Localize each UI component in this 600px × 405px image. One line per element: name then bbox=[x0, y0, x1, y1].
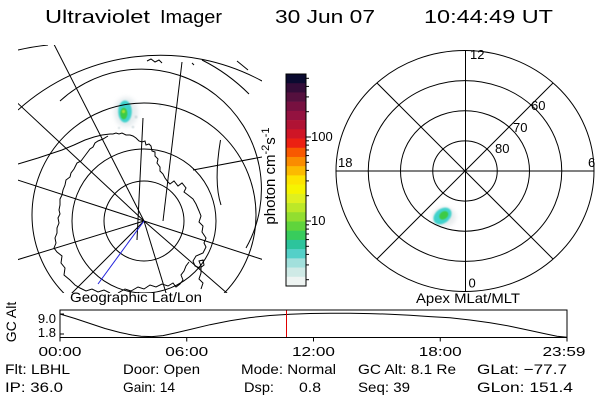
svg-text:10: 10 bbox=[311, 213, 325, 228]
svg-text:0.8: 0.8 bbox=[299, 379, 321, 395]
svg-text:18:00: 18:00 bbox=[419, 344, 462, 359]
svg-text:70: 70 bbox=[513, 120, 527, 135]
svg-text:Door: Open: Door: Open bbox=[123, 361, 200, 377]
svg-text:GC Alt: 8.1 Re: GC Alt: 8.1 Re bbox=[358, 361, 456, 377]
svg-text:GC Alt: GC Alt bbox=[3, 302, 19, 343]
svg-text:Geographic Lat/Lon: Geographic Lat/Lon bbox=[70, 289, 202, 305]
svg-text:Mode: Normal: Mode: Normal bbox=[241, 361, 336, 377]
svg-text:23:59: 23:59 bbox=[543, 344, 586, 359]
svg-text:100: 100 bbox=[311, 129, 333, 144]
svg-text:9.0: 9.0 bbox=[38, 311, 56, 326]
svg-text:IP: 36.0: IP: 36.0 bbox=[5, 379, 63, 395]
svg-text:80: 80 bbox=[495, 141, 509, 156]
svg-text:12:00: 12:00 bbox=[292, 344, 335, 359]
svg-text:06:00: 06:00 bbox=[165, 344, 208, 359]
svg-text:Flt: LBHL: Flt: LBHL bbox=[5, 361, 70, 377]
svg-text:Imager: Imager bbox=[160, 7, 222, 27]
svg-text:Ultraviolet: Ultraviolet bbox=[45, 7, 150, 27]
svg-text:Dsp:: Dsp: bbox=[244, 379, 274, 395]
svg-text:6: 6 bbox=[588, 155, 595, 170]
svg-text:00:00: 00:00 bbox=[39, 344, 82, 359]
svg-text:photon cm-2s-1: photon cm-2s-1 bbox=[260, 127, 279, 224]
svg-text:Gain: 14: Gain: 14 bbox=[123, 379, 175, 395]
svg-text:GLat: −77.7: GLat: −77.7 bbox=[477, 361, 567, 377]
svg-text:30 Jun 07: 30 Jun 07 bbox=[275, 7, 375, 27]
svg-text:18: 18 bbox=[338, 155, 352, 170]
svg-text:10:44:49 UT: 10:44:49 UT bbox=[424, 7, 553, 27]
svg-text:0: 0 bbox=[469, 276, 476, 291]
svg-text:12: 12 bbox=[470, 47, 484, 62]
svg-text:Apex MLat/MLT: Apex MLat/MLT bbox=[416, 290, 520, 306]
svg-text:1.8: 1.8 bbox=[38, 325, 56, 340]
svg-text:Seq: 39: Seq: 39 bbox=[358, 379, 410, 395]
svg-text:60: 60 bbox=[531, 98, 545, 113]
svg-text:GLon: 151.4: GLon: 151.4 bbox=[477, 379, 573, 395]
